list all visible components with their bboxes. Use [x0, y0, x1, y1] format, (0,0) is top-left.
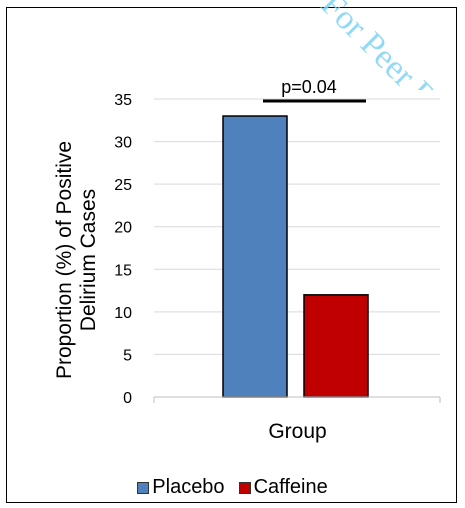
- y-tick-label: 35: [114, 92, 132, 109]
- significance-label: p=0.04: [281, 77, 337, 97]
- x-axis-label: Group: [268, 420, 327, 443]
- legend-label-placebo: Placebo: [152, 476, 225, 498]
- y-axis-label-line-1: Proportion (%) of Positive: [53, 140, 77, 380]
- y-tick-label: 20: [114, 220, 132, 237]
- y-tick-label: 15: [114, 262, 132, 279]
- legend-item-caffeine: Caffeine: [238, 476, 328, 499]
- legend-label-caffeine: Caffeine: [253, 476, 328, 498]
- chart-frame: [6, 7, 457, 503]
- legend-swatch-placebo: [137, 481, 150, 494]
- y-tick-label: 10: [114, 305, 132, 322]
- y-tick-label: 25: [114, 177, 132, 194]
- y-tick-label: 5: [123, 347, 132, 364]
- bar-caffeine: [303, 294, 369, 398]
- legend-item-placebo: Placebo: [137, 476, 225, 499]
- legend: Placebo Caffeine: [0, 476, 465, 499]
- y-tick-label: 0: [123, 390, 132, 407]
- bar-placebo: [222, 115, 288, 398]
- y-axis-label: Proportion (%) of Positive Delirium Case…: [37, 95, 117, 425]
- y-tick-label: 30: [114, 135, 132, 152]
- y-axis-label-line-2: Delirium Cases: [77, 188, 101, 332]
- legend-swatch-caffeine: [238, 481, 251, 494]
